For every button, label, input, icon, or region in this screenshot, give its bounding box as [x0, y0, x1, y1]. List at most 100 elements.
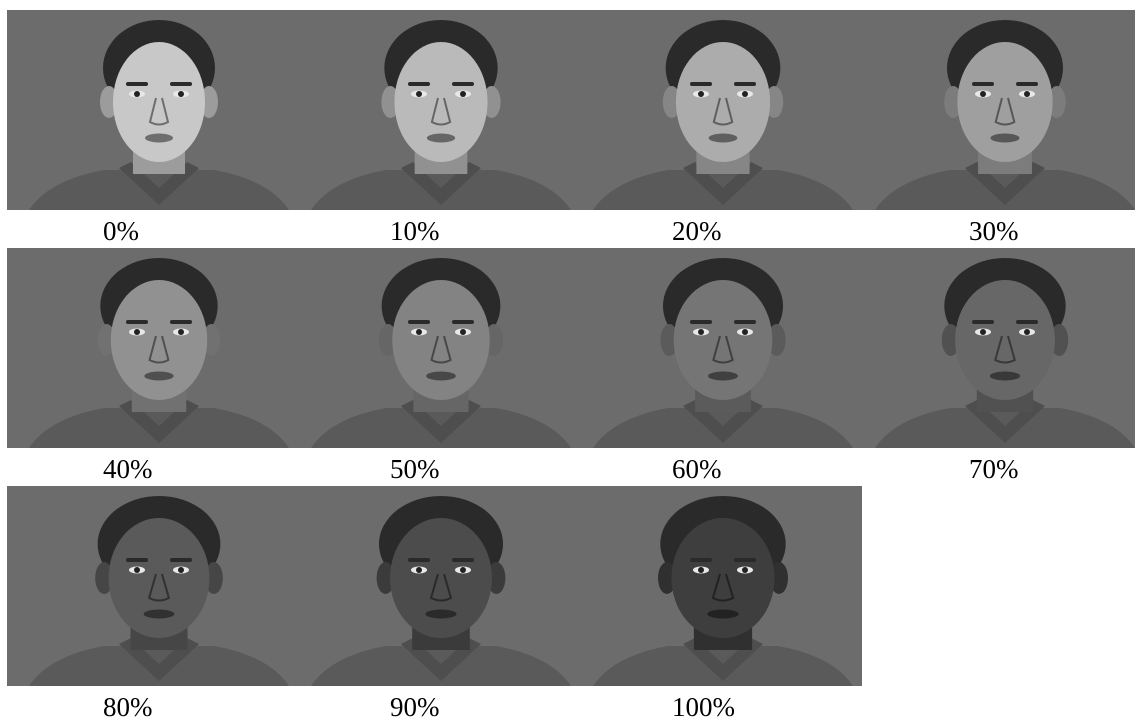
brow-right	[452, 82, 474, 86]
pupil-left	[698, 91, 704, 97]
ear-left	[379, 324, 397, 356]
brow-right	[170, 82, 192, 86]
face-portrait	[311, 20, 571, 210]
face-portrait	[29, 258, 289, 448]
pupil-left	[416, 91, 422, 97]
nose-shape	[712, 335, 734, 364]
ear-right	[765, 86, 784, 118]
brow-left	[126, 558, 148, 562]
face-cell	[571, 486, 853, 686]
nose-shape	[148, 335, 170, 364]
face-shape	[390, 518, 492, 638]
nose-shape	[429, 573, 453, 602]
face-shape	[671, 518, 775, 638]
mouth-shape	[426, 371, 456, 381]
nose-shape	[148, 97, 170, 126]
brow-left	[972, 82, 994, 86]
face-shape	[955, 280, 1055, 400]
pupil-right	[178, 329, 184, 335]
face-cell	[289, 248, 571, 448]
morph-percent-label: 0%	[103, 216, 139, 246]
pupil-left	[134, 567, 140, 573]
face-portrait	[311, 258, 571, 448]
pupil-right	[1024, 91, 1030, 97]
face-cell	[7, 10, 289, 210]
mouth-shape	[708, 133, 738, 143]
face-portrait	[875, 258, 1135, 448]
pupil-right	[742, 329, 748, 335]
brow-left	[408, 82, 430, 86]
nose-shape	[711, 573, 735, 602]
face-cell	[7, 248, 289, 448]
face-portrait	[593, 20, 853, 210]
morph-row-1: 0% 10% 20% 30%	[7, 10, 1135, 248]
pupil-left	[980, 91, 986, 97]
mouth-shape	[990, 133, 1020, 143]
pupil-left	[980, 329, 986, 335]
morph-percent-label: 70%	[969, 454, 1019, 484]
mouth-shape	[426, 133, 456, 143]
ear-right	[202, 324, 221, 356]
mouth-shape	[989, 371, 1021, 381]
face-shape	[673, 280, 773, 400]
brow-left	[690, 558, 712, 562]
ear-left	[97, 324, 116, 356]
face-shape	[957, 42, 1053, 162]
morph-percent-label: 30%	[969, 216, 1019, 246]
face-shape	[394, 42, 488, 162]
morph-percent-label: 10%	[390, 216, 440, 246]
nose-shape	[994, 335, 1016, 364]
brow-right	[170, 558, 192, 562]
pupil-left	[134, 91, 140, 97]
brow-right	[170, 320, 192, 324]
nose-shape	[430, 97, 452, 126]
brow-left	[408, 558, 430, 562]
brow-right	[452, 558, 474, 562]
nose-shape	[430, 335, 452, 364]
ear-right	[1050, 324, 1069, 356]
pupil-right	[178, 91, 184, 97]
face-cell	[853, 248, 1135, 448]
brow-right	[452, 320, 474, 324]
morph-percent-label: 40%	[103, 454, 153, 484]
ear-left	[944, 86, 963, 118]
brow-left	[126, 320, 148, 324]
ear-left	[660, 324, 679, 356]
mouth-shape	[145, 133, 173, 143]
face-cell	[289, 10, 571, 210]
pupil-right	[460, 329, 466, 335]
brow-right	[734, 82, 756, 86]
ear-left	[662, 86, 681, 118]
morph-row-2: 40% 50% 60% 70%	[7, 248, 1135, 486]
pupil-left	[134, 329, 140, 335]
face-cell	[289, 486, 571, 686]
brow-right	[734, 558, 756, 562]
pupil-right	[460, 567, 466, 573]
ear-right	[204, 562, 223, 594]
morph-percent-label: 20%	[672, 216, 722, 246]
face-portrait	[29, 496, 289, 686]
face-shape	[675, 42, 771, 162]
mouth-shape	[143, 609, 175, 619]
morph-percent-label: 80%	[103, 692, 153, 722]
face-shape	[110, 280, 208, 400]
brow-right	[734, 320, 756, 324]
pupil-right	[460, 91, 466, 97]
morph-row-3: 80% 90% 100%	[7, 486, 1135, 726]
brow-left	[408, 320, 430, 324]
mouth-shape	[144, 371, 174, 381]
brow-left	[972, 320, 994, 324]
brow-right	[1016, 320, 1038, 324]
mouth-shape	[707, 371, 739, 381]
brow-right	[1016, 82, 1038, 86]
ear-left	[658, 562, 676, 594]
pupil-right	[742, 91, 748, 97]
mouth-shape	[707, 609, 739, 619]
face-portrait	[593, 496, 853, 686]
ear-left	[376, 562, 395, 594]
morph-percent-label: 60%	[672, 454, 722, 484]
ear-right	[487, 562, 506, 594]
pupil-right	[742, 567, 748, 573]
face-cell	[7, 486, 289, 686]
brow-left	[126, 82, 148, 86]
